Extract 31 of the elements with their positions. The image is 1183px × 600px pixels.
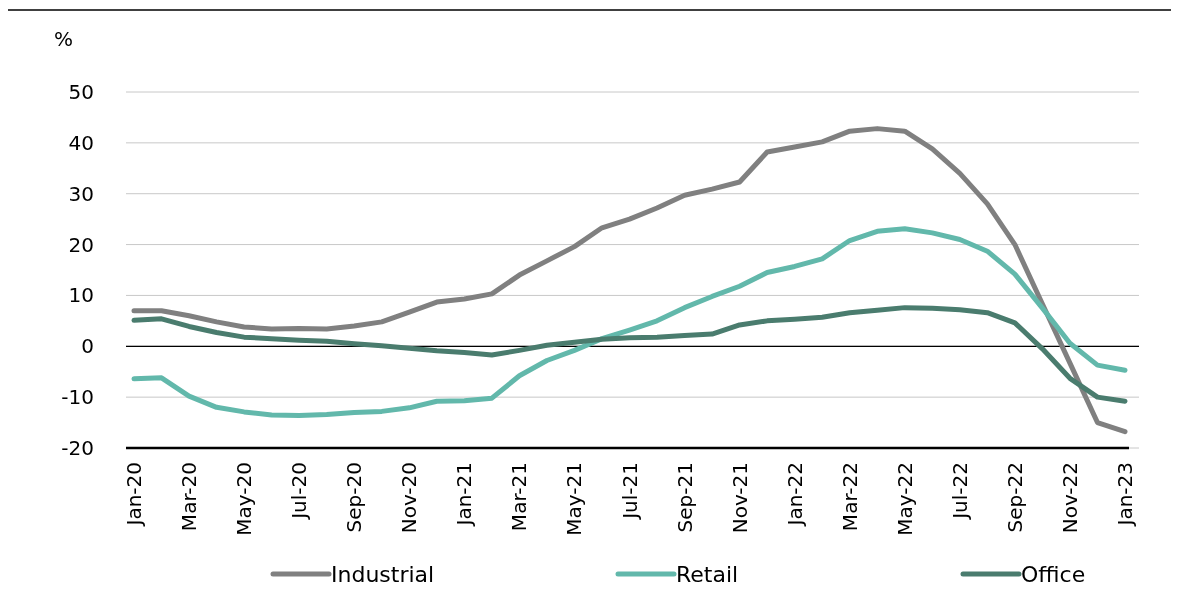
x-tick-label: Nov-22 <box>1057 462 1082 534</box>
x-tick-label: Mar-21 <box>507 462 532 532</box>
legend-label: Retail <box>676 561 739 587</box>
legend-label: Office <box>1021 561 1086 587</box>
y-axis-title: % <box>54 27 74 51</box>
x-tick-label: Mar-20 <box>177 462 202 532</box>
x-tick-label: Jan-23 <box>1113 462 1137 528</box>
x-tick-label: Jul-21 <box>617 462 642 521</box>
x-tick-label: May-21 <box>562 462 587 536</box>
x-tick-label: May-22 <box>892 462 917 536</box>
y-tick-label: 30 <box>68 181 94 206</box>
x-tick-label: Nov-20 <box>397 462 422 534</box>
y-tick-label: 10 <box>68 283 94 308</box>
x-tick-label: Jan-21 <box>452 462 477 528</box>
x-tick-label: Jul-20 <box>287 462 312 521</box>
y-tick-label: 0 <box>81 334 94 359</box>
y-tick-label: -10 <box>61 385 94 410</box>
legend-label: Industrial <box>331 561 435 587</box>
x-tick-label: Jan-22 <box>782 462 807 528</box>
x-tick-label: Jan-20 <box>122 462 146 528</box>
x-tick-label: May-20 <box>232 462 257 536</box>
x-tick-label: Nov-21 <box>727 462 752 534</box>
x-tick-label: Sep-21 <box>672 462 697 533</box>
x-tick-label: Sep-22 <box>1002 462 1027 533</box>
y-tick-label: 50 <box>68 80 94 104</box>
y-tick-label: 40 <box>68 130 94 155</box>
x-tick-label: Mar-22 <box>837 462 862 532</box>
x-tick-label: Jul-22 <box>947 462 972 521</box>
y-tick-label: -20 <box>61 436 94 460</box>
y-tick-label: 20 <box>68 232 94 257</box>
x-tick-label: Sep-20 <box>342 462 367 533</box>
